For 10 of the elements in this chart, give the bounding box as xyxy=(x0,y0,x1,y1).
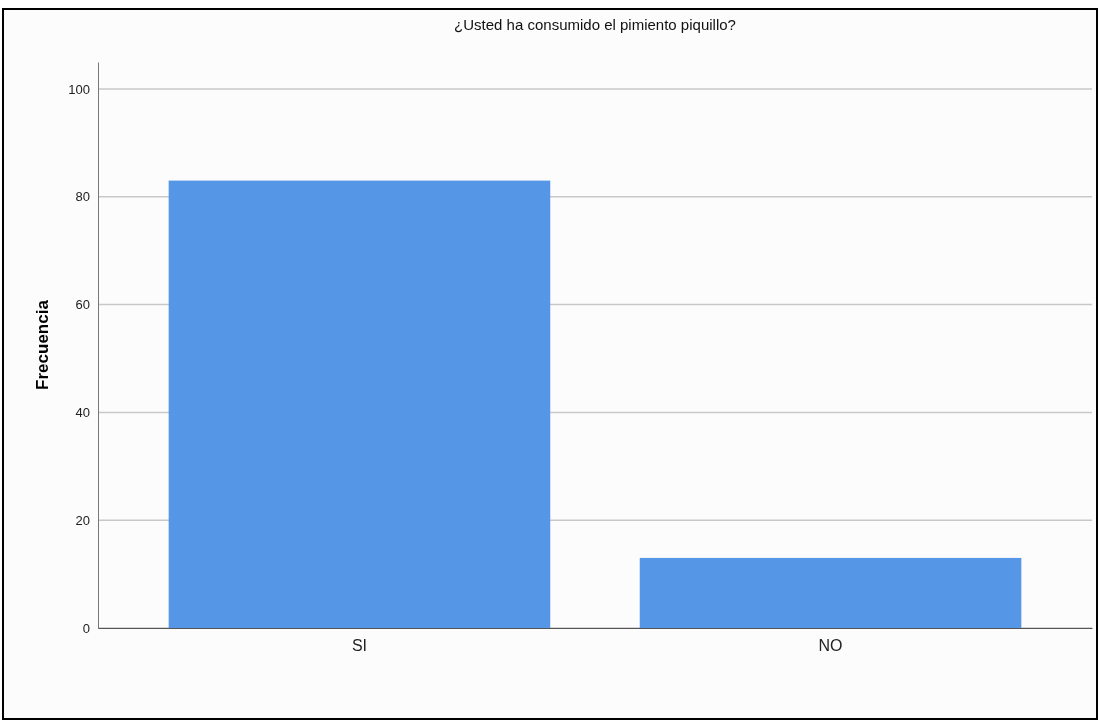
x-tick-label: NO xyxy=(818,637,843,655)
chart-title: ¿Usted ha consumido el pimiento piquillo? xyxy=(454,16,736,33)
y-tick-label: 0 xyxy=(82,620,90,636)
y-tick-label: 80 xyxy=(75,189,90,205)
x-tick-label: SI xyxy=(351,637,368,655)
y-tick-label: 20 xyxy=(75,512,90,528)
y-tick-label: 60 xyxy=(75,297,90,313)
y-tick-label: 100 xyxy=(68,81,90,97)
y-tick-label: 40 xyxy=(75,405,90,421)
y-axis-title: Frecuencia xyxy=(33,299,52,390)
